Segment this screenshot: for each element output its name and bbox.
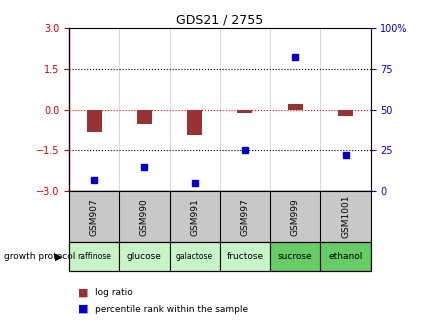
Bar bbox=[219, 242, 270, 271]
Text: GSM907: GSM907 bbox=[89, 198, 98, 235]
Text: fructose: fructose bbox=[226, 252, 263, 261]
Text: ■: ■ bbox=[77, 304, 88, 314]
Text: GSM990: GSM990 bbox=[140, 198, 148, 235]
Bar bbox=[137, 110, 151, 124]
Text: percentile rank within the sample: percentile rank within the sample bbox=[95, 304, 247, 314]
Bar bbox=[69, 242, 119, 271]
Text: glucose: glucose bbox=[127, 252, 161, 261]
Bar bbox=[187, 110, 202, 135]
Text: ethanol: ethanol bbox=[328, 252, 362, 261]
Title: GDS21 / 2755: GDS21 / 2755 bbox=[176, 14, 263, 26]
Text: growth protocol: growth protocol bbox=[4, 252, 76, 261]
Bar bbox=[319, 242, 370, 271]
Bar bbox=[270, 242, 319, 271]
Bar bbox=[169, 242, 219, 271]
Bar bbox=[119, 242, 169, 271]
Bar bbox=[287, 104, 302, 110]
Bar bbox=[237, 110, 252, 113]
Text: GSM997: GSM997 bbox=[240, 198, 249, 235]
Text: galactose: galactose bbox=[176, 252, 213, 261]
Bar bbox=[337, 110, 352, 115]
Text: log ratio: log ratio bbox=[95, 288, 132, 297]
Text: raffinose: raffinose bbox=[77, 252, 111, 261]
Text: GSM1001: GSM1001 bbox=[340, 195, 349, 238]
Text: ▶: ▶ bbox=[55, 252, 62, 262]
Text: sucrose: sucrose bbox=[277, 252, 312, 261]
Text: GSM999: GSM999 bbox=[290, 198, 299, 235]
Text: GSM991: GSM991 bbox=[190, 198, 199, 235]
Bar bbox=[86, 110, 101, 132]
Text: ■: ■ bbox=[77, 288, 88, 298]
